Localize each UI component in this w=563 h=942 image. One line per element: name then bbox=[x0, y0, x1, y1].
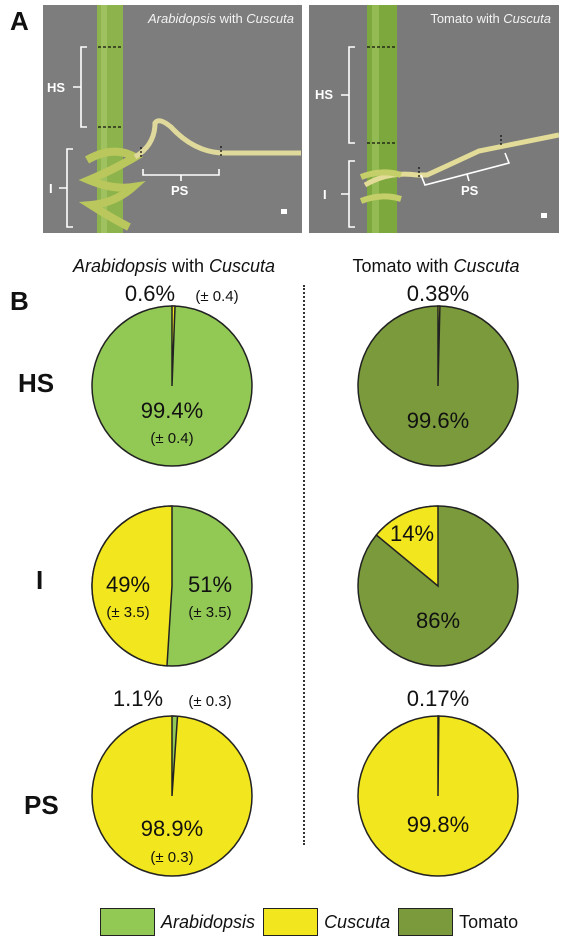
data-label-cuscuta: 99.8% bbox=[407, 812, 469, 837]
data-sublabel-arabidopsis: (± 3.5) bbox=[188, 604, 231, 621]
photo-tomato-illustration bbox=[309, 5, 559, 233]
column-title-tomato: Tomato with Cuscuta bbox=[306, 256, 563, 277]
row-label-ps: PS bbox=[24, 790, 59, 820]
column-title-with: with bbox=[411, 256, 454, 276]
pie-slice-cuscuta bbox=[375, 505, 439, 588]
row-label-i: I bbox=[36, 565, 44, 595]
data-label-arabidopsis: 1.1% bbox=[113, 686, 163, 711]
photo-arabidopsis-illustration bbox=[43, 5, 302, 233]
caption-host: Tomato bbox=[430, 11, 473, 26]
legend-label-tomato: Tomato bbox=[459, 911, 519, 932]
photo-label-hs: HS bbox=[315, 87, 334, 102]
caption-parasite: Cuscuta bbox=[503, 11, 551, 26]
photo-caption-right: Tomato with Cuscuta bbox=[430, 11, 551, 26]
photo-label-i: I bbox=[323, 187, 327, 202]
data-label-arabidopsis: 51% bbox=[188, 572, 232, 597]
legend-label-cuscuta: Cuscuta bbox=[324, 911, 391, 932]
legend-label-arabidopsis: Arabidopsis bbox=[161, 911, 256, 932]
legend-swatch-cuscuta bbox=[263, 908, 319, 936]
column-title-parasite: Cuscuta bbox=[453, 256, 520, 276]
data-label-cuscuta: 98.9% bbox=[141, 816, 203, 841]
data-sublabel-cuscuta: (± 3.5) bbox=[106, 604, 149, 621]
data-label-tomato: 0.17% bbox=[407, 686, 469, 711]
row-label-hs: HS bbox=[18, 368, 55, 398]
data-sublabel-arabidopsis: (± 0.4) bbox=[150, 430, 193, 447]
column-title-parasite: Cuscuta bbox=[209, 256, 276, 276]
photo-tomato-cuscuta: Tomato with Cuscuta HS I PS bbox=[309, 5, 559, 233]
data-label-cuscuta: 0.38% bbox=[407, 281, 469, 306]
pie-slice-tomato bbox=[437, 715, 440, 797]
data-sublabel-cuscuta: (± 0.3) bbox=[150, 849, 193, 866]
pie-slice-arabidopsis bbox=[171, 715, 179, 797]
column-title-host: Arabidopsis bbox=[72, 256, 167, 276]
column-title-arabidopsis: Arabidopsis with Cuscuta bbox=[44, 256, 304, 277]
data-label-tomato: 99.6% bbox=[407, 408, 469, 433]
caption-host: Arabidopsis bbox=[148, 11, 216, 26]
photo-label-ps: PS bbox=[461, 183, 479, 198]
photo-label-i: I bbox=[49, 181, 53, 196]
caption-parasite: Cuscuta bbox=[246, 11, 294, 26]
data-label-tomato: 86% bbox=[416, 608, 460, 633]
photo-label-ps: PS bbox=[171, 183, 189, 198]
data-label-cuscuta: 14% bbox=[390, 521, 434, 546]
photo-arabidopsis-cuscuta: Arabidopsis with Cuscuta HS I PS bbox=[43, 5, 302, 233]
panel-letter-a: A bbox=[10, 6, 29, 36]
legend: Arabidopsis Cuscuta Tomato bbox=[100, 906, 526, 938]
pie-slice-cuscuta bbox=[437, 305, 441, 387]
column-divider bbox=[303, 285, 305, 845]
data-label-cuscuta: 0.6% bbox=[125, 281, 175, 306]
column-title-host: Tomato bbox=[352, 256, 412, 276]
data-sublabel-cuscuta: (± 0.4) bbox=[195, 288, 238, 305]
legend-swatch-arabidopsis bbox=[100, 908, 155, 936]
pie-slice-cuscuta bbox=[171, 305, 176, 387]
legend-swatch-tomato bbox=[398, 908, 454, 936]
photo-label-hs: HS bbox=[47, 80, 66, 95]
panel-letter-b: B bbox=[10, 286, 29, 316]
caption-with: with bbox=[472, 11, 504, 26]
pie-slice-cuscuta bbox=[91, 505, 173, 667]
column-title-with: with bbox=[167, 256, 210, 276]
data-label-cuscuta: 49% bbox=[106, 572, 150, 597]
photo-caption-left: Arabidopsis with Cuscuta bbox=[148, 11, 294, 26]
data-sublabel-arabidopsis: (± 0.3) bbox=[188, 693, 231, 710]
caption-with: with bbox=[215, 11, 247, 26]
data-label-arabidopsis: 99.4% bbox=[141, 398, 203, 423]
